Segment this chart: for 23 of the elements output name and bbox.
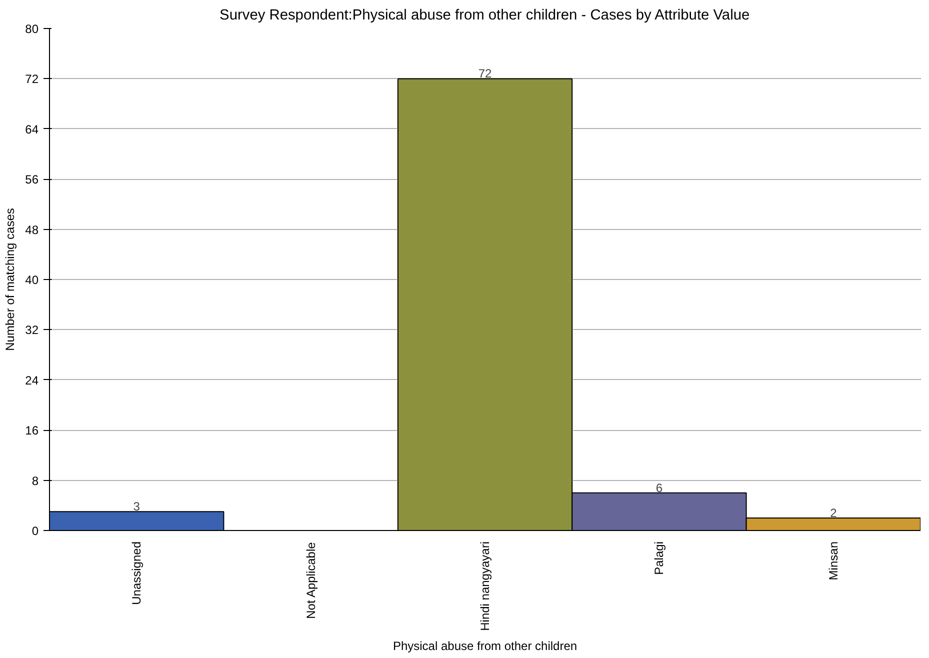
x-axis-title: Physical abuse from other children [392,638,578,653]
x-tick-label: Unassigned [130,542,144,605]
data-label: 72 [478,66,492,81]
y-tick-label: 8 [32,474,39,488]
x-tick-label: Hindi nangyayari [478,541,492,631]
y-tick-label: 48 [25,222,39,237]
y-tick-label: 64 [25,122,39,136]
y-tick-label: 56 [25,172,39,187]
y-tick-label: 16 [25,424,39,438]
y-tick-label: 72 [25,72,39,86]
y-tick-label: 80 [25,22,39,36]
y-tick-label: 32 [25,323,39,338]
chart-title: Survey Respondent:Physical abuse from other children - Cases by Attribute Value [220,8,750,24]
x-tick-label: Palagi [652,542,666,575]
data-label: 6 [656,480,663,495]
y-tick-label: 40 [25,273,39,287]
data-label: 3 [133,500,140,514]
y-tick-label: 0 [32,524,39,538]
x-tick-label: Minsan [826,541,840,580]
data-label: 2 [830,506,838,520]
y-tick-label: 24 [25,373,39,388]
x-tick-label: Not Applicable [304,542,318,619]
y-axis-title: Number of matching cases [3,208,18,351]
